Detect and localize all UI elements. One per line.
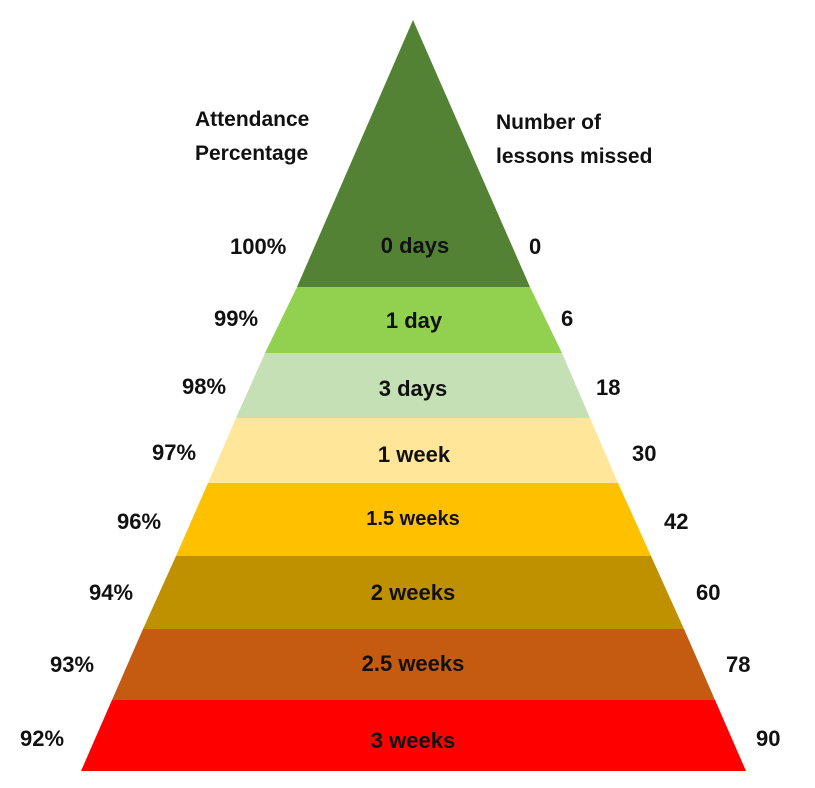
tier-label: 1 week <box>377 442 451 467</box>
percentage-label: 100% <box>230 234 287 259</box>
percentage-label: 99% <box>214 306 259 331</box>
percentage-label: 98% <box>182 374 227 399</box>
tier-band-2-weeks <box>143 556 684 629</box>
lessons-missed-label: 78 <box>726 652 751 677</box>
percentage-label: 94% <box>89 580 134 605</box>
attendance-header-line1: Attendance <box>195 108 310 131</box>
lessons-missed-label: 6 <box>561 306 574 331</box>
lessons-missed-label: 42 <box>664 509 689 534</box>
tier-label: 1.5 weeks <box>366 508 460 530</box>
tier-band-3-weeks <box>81 700 746 771</box>
tier-label: 2 weeks <box>370 580 456 605</box>
lessons-missed-header: Number of lessons missed <box>496 106 652 174</box>
tier-label: 3 weeks <box>370 728 456 753</box>
tier-band-0-days <box>297 20 530 287</box>
tier-band-1-day <box>265 287 562 353</box>
tier-label: 2.5 weeks <box>361 651 465 676</box>
percentage-label: 96% <box>117 509 162 534</box>
percentage-label: 92% <box>20 726 65 751</box>
tier-label: 3 days <box>378 376 448 401</box>
tier-band-3-days <box>236 353 590 418</box>
lessons-missed-header-line2: lessons missed <box>496 145 653 168</box>
lessons-missed-label: 90 <box>756 726 781 751</box>
tier-band-1-5-weeks <box>176 483 651 556</box>
tier-label: 1 day <box>385 308 443 333</box>
lessons-missed-header-line1: Number of <box>496 111 601 134</box>
lessons-missed-label: 60 <box>696 580 721 605</box>
tier-band-2-5-weeks <box>112 629 715 700</box>
attendance-header: Attendance Percentage <box>195 103 309 171</box>
tier-label: 0 days <box>380 233 450 258</box>
percentage-label: 97% <box>152 440 197 465</box>
attendance-header-line2: Percentage <box>195 142 309 165</box>
percentage-label: 93% <box>50 652 95 677</box>
lessons-missed-label: 18 <box>596 375 621 400</box>
tier-band-1-week <box>208 418 618 483</box>
lessons-missed-label: 30 <box>632 441 657 466</box>
lessons-missed-label: 0 <box>529 234 542 259</box>
